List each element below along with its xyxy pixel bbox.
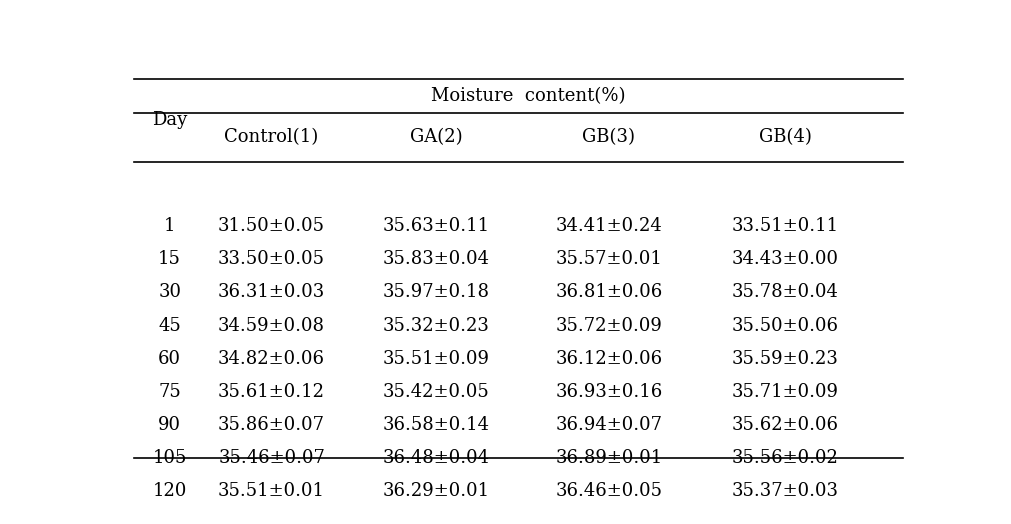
Text: 36.93±0.16: 36.93±0.16 bbox=[555, 383, 662, 401]
Text: 35.42±0.05: 35.42±0.05 bbox=[382, 383, 489, 401]
Text: 31.50±0.05: 31.50±0.05 bbox=[218, 217, 325, 235]
Text: 35.37±0.03: 35.37±0.03 bbox=[731, 482, 838, 500]
Text: 35.59±0.23: 35.59±0.23 bbox=[731, 350, 838, 368]
Text: 35.51±0.01: 35.51±0.01 bbox=[218, 482, 325, 500]
Text: 35.63±0.11: 35.63±0.11 bbox=[382, 217, 489, 235]
Text: 36.31±0.03: 36.31±0.03 bbox=[217, 283, 325, 301]
Text: 15: 15 bbox=[158, 250, 181, 268]
Text: 35.32±0.23: 35.32±0.23 bbox=[382, 316, 489, 334]
Text: 35.56±0.02: 35.56±0.02 bbox=[731, 449, 838, 467]
Text: 35.62±0.06: 35.62±0.06 bbox=[731, 416, 838, 434]
Text: 36.12±0.06: 36.12±0.06 bbox=[555, 350, 662, 368]
Text: 35.71±0.09: 35.71±0.09 bbox=[731, 383, 838, 401]
Text: 30: 30 bbox=[158, 283, 181, 301]
Text: 90: 90 bbox=[158, 416, 181, 434]
Text: 1: 1 bbox=[164, 217, 175, 235]
Text: 36.81±0.06: 36.81±0.06 bbox=[555, 283, 662, 301]
Text: 36.29±0.01: 36.29±0.01 bbox=[382, 482, 489, 500]
Text: 35.86±0.07: 35.86±0.07 bbox=[218, 416, 325, 434]
Text: 35.61±0.12: 35.61±0.12 bbox=[218, 383, 325, 401]
Text: 36.48±0.04: 36.48±0.04 bbox=[382, 449, 489, 467]
Text: 35.72±0.09: 35.72±0.09 bbox=[555, 316, 661, 334]
Text: 36.58±0.14: 36.58±0.14 bbox=[382, 416, 489, 434]
Text: 34.59±0.08: 34.59±0.08 bbox=[218, 316, 325, 334]
Text: 120: 120 bbox=[153, 482, 187, 500]
Text: 35.57±0.01: 35.57±0.01 bbox=[555, 250, 661, 268]
Text: Control(1): Control(1) bbox=[224, 128, 318, 147]
Text: 60: 60 bbox=[158, 350, 181, 368]
Text: 34.43±0.00: 34.43±0.00 bbox=[731, 250, 838, 268]
Text: Day: Day bbox=[152, 112, 187, 129]
Text: 35.83±0.04: 35.83±0.04 bbox=[382, 250, 489, 268]
Text: GB(4): GB(4) bbox=[758, 128, 811, 147]
Text: 75: 75 bbox=[158, 383, 181, 401]
Text: 34.41±0.24: 34.41±0.24 bbox=[555, 217, 661, 235]
Text: 35.50±0.06: 35.50±0.06 bbox=[731, 316, 838, 334]
Text: 36.89±0.01: 36.89±0.01 bbox=[555, 449, 662, 467]
Text: 34.82±0.06: 34.82±0.06 bbox=[218, 350, 325, 368]
Text: 45: 45 bbox=[158, 316, 181, 334]
Text: 33.50±0.05: 33.50±0.05 bbox=[218, 250, 325, 268]
Text: 35.46±0.07: 35.46±0.07 bbox=[218, 449, 325, 467]
Text: 35.78±0.04: 35.78±0.04 bbox=[731, 283, 838, 301]
Text: Moisture  content(%): Moisture content(%) bbox=[431, 87, 625, 105]
Text: 35.51±0.09: 35.51±0.09 bbox=[382, 350, 489, 368]
Text: 33.51±0.11: 33.51±0.11 bbox=[731, 217, 838, 235]
Text: GB(3): GB(3) bbox=[581, 128, 635, 147]
Text: GA(2): GA(2) bbox=[409, 128, 462, 147]
Text: 35.97±0.18: 35.97±0.18 bbox=[382, 283, 489, 301]
Text: 105: 105 bbox=[153, 449, 187, 467]
Text: 36.46±0.05: 36.46±0.05 bbox=[555, 482, 661, 500]
Text: 36.94±0.07: 36.94±0.07 bbox=[555, 416, 661, 434]
